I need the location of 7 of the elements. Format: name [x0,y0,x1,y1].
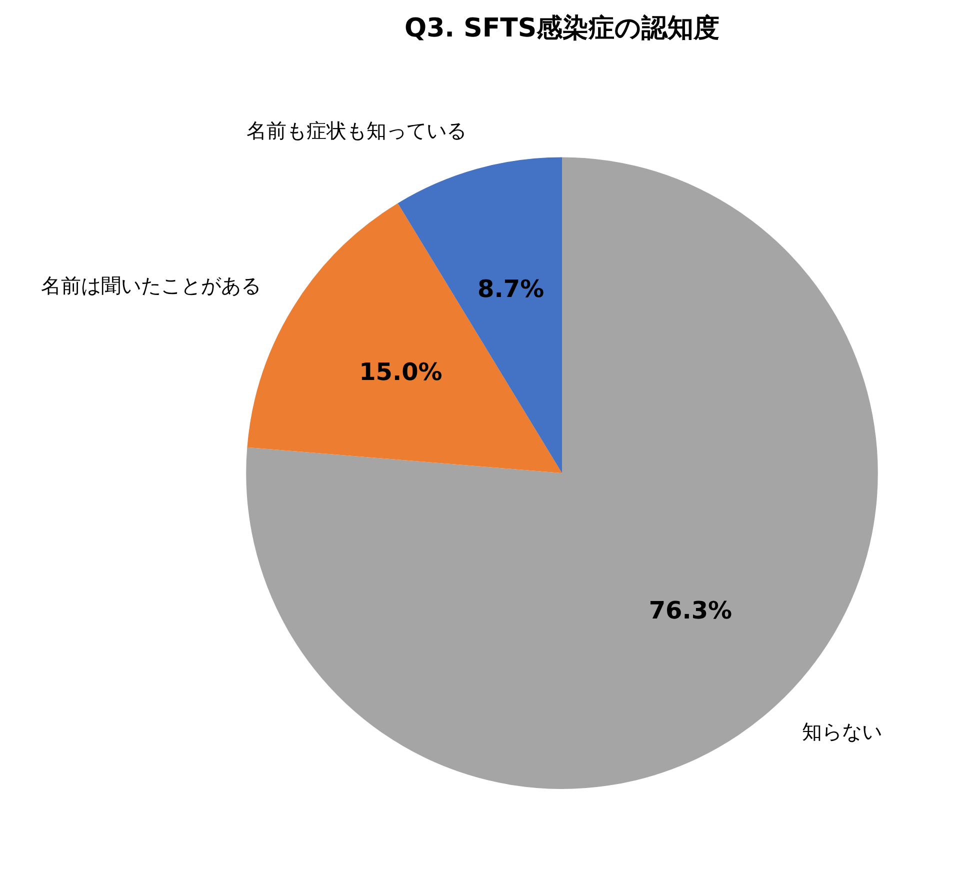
data-label: 76.3% [648,596,732,625]
slice-label: 知らない [802,719,882,744]
data-label: 15.0% [359,358,442,386]
data-label: 8.7% [478,274,544,303]
slice-label: 名前は聞いたことがある [40,273,261,298]
chart-title: Q3. SFTS感染症の認知度 [404,13,720,44]
slice-label: 名前も症状も知っている [246,118,466,143]
